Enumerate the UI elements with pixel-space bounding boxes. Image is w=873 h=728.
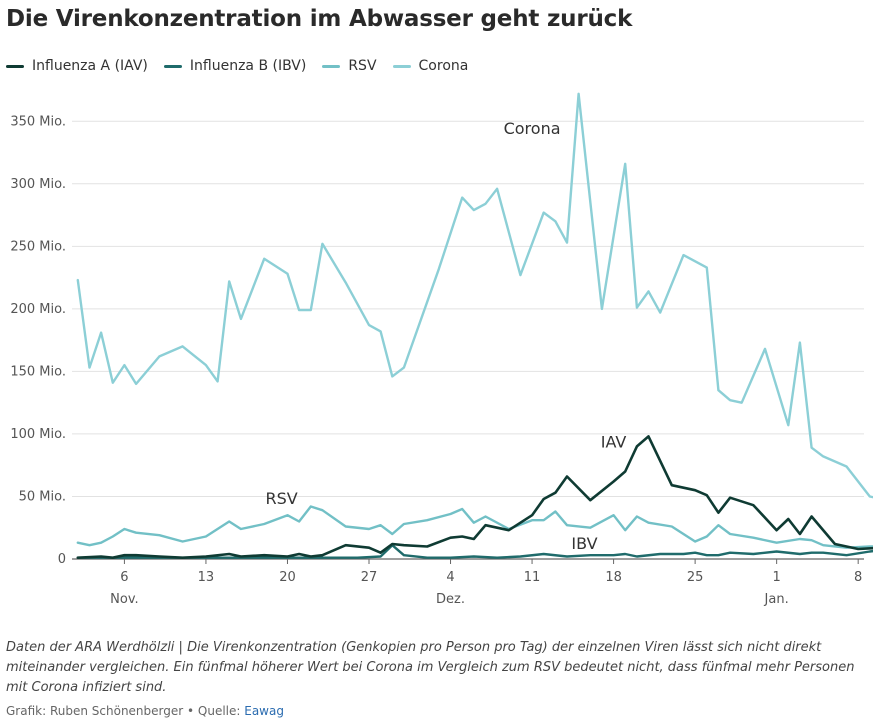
legend-swatch-corona <box>392 64 411 68</box>
legend-label-ibv: Influenza B (IBV) <box>189 58 307 74</box>
series-line-influenza-b-ibv[interactable] <box>76 544 873 559</box>
footnote: Daten der ARA Werdhölzli | Die Virenkonz… <box>6 640 855 695</box>
y-tick-label-2: 100 Mio. <box>10 427 66 442</box>
line-chart: 0 50 Mio. 100 Mio. 150 Mio. 200 Mio. 250 Mio.… <box>10 92 873 607</box>
x-tick-label-2: 20 <box>279 570 296 585</box>
y-tick-label-5: 250 Mio. <box>10 239 66 254</box>
x-tick-label-9: 8 <box>854 570 862 585</box>
annotation-rsv: RSV <box>266 489 298 508</box>
x-tick-label-3: 27 <box>361 570 378 585</box>
legend-item-corona[interactable]: Corona <box>392 58 469 74</box>
legend-swatch-rsv <box>322 64 341 68</box>
x-axis: 6 Nov. 13 20 27 4 Dez. 11 18 25 1 Jan. 8 <box>110 559 862 607</box>
annotation-corona: Corona <box>504 119 561 138</box>
credit-text: Grafik: Ruben Schönenberger • Quelle: <box>6 704 245 718</box>
x-month-label-8: Jan. <box>764 592 789 607</box>
x-month-label-0: Nov. <box>110 592 139 607</box>
x-tick-label-7: 25 <box>687 570 704 585</box>
x-tick-label-0: 6 <box>120 570 128 585</box>
x-tick-label-1: 13 <box>198 570 215 585</box>
legend-swatch-iav <box>6 64 24 68</box>
chart-title: Die Virenkonzentration im Abwasser geht … <box>6 6 633 32</box>
y-tick-label-6: 300 Mio. <box>10 177 66 192</box>
grid-layer <box>72 120 864 560</box>
x-month-label-4: Dez. <box>436 592 465 607</box>
annotation-layer: Corona RSV IBV IAV <box>266 119 627 553</box>
legend-item-iav[interactable]: Influenza A (IAV) <box>6 58 148 74</box>
series-line-influenza-a-iav[interactable] <box>76 435 873 560</box>
x-tick-label-4: 4 <box>446 570 454 585</box>
legend-label-rsv: RSV <box>348 58 377 74</box>
legend-item-ibv[interactable]: Influenza B (IBV) <box>163 58 307 74</box>
series-line-rsv[interactable] <box>76 505 873 549</box>
legend-label-corona: Corona <box>418 58 469 74</box>
source-link[interactable]: Eawag <box>244 704 284 718</box>
legend-swatch-ibv <box>163 64 182 68</box>
annotation-influenza-b-ibv: IBV <box>571 534 597 553</box>
x-tick-label-8: 1 <box>773 570 781 585</box>
y-tick-label-3: 150 Mio. <box>10 364 66 379</box>
y-tick-label-4: 200 Mio. <box>10 302 66 317</box>
y-tick-label-1: 50 Mio. <box>19 489 66 504</box>
credit-line: Grafik: Ruben Schönenberger • Quelle: Ea… <box>6 704 284 718</box>
annotation-influenza-a-iav: IAV <box>601 433 627 452</box>
legend-label-iav: Influenza A (IAV) <box>32 58 148 74</box>
x-tick-label-6: 18 <box>605 570 622 585</box>
x-tick-label-5: 11 <box>524 570 541 585</box>
y-tick-label-7: 350 Mio. <box>10 114 66 129</box>
legend-item-rsv[interactable]: RSV <box>322 58 377 74</box>
y-axis: 0 50 Mio. 100 Mio. 150 Mio. 200 Mio. 250 Mio.… <box>10 114 66 567</box>
y-tick-label-0: 0 <box>58 552 66 567</box>
series-layer <box>76 92 873 560</box>
series-line-corona[interactable] <box>76 92 873 499</box>
legend: Influenza A (IAV) Influenza B (IBV) RSV … <box>6 58 468 74</box>
